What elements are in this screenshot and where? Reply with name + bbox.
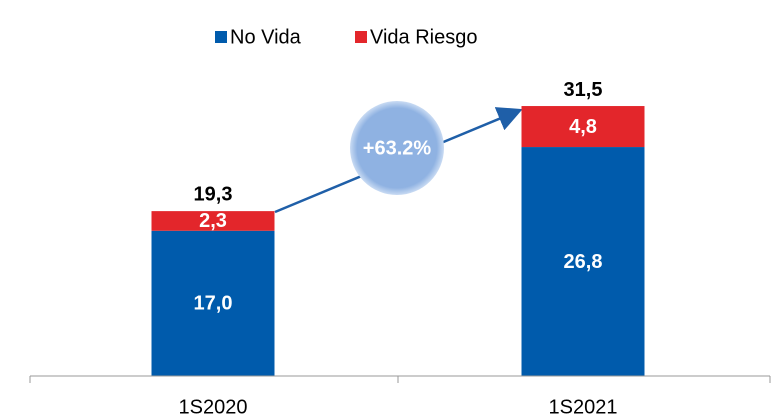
total-label: 31,5 xyxy=(564,79,603,101)
x-tick-label: 1S2020 xyxy=(179,396,248,418)
total-label: 19,3 xyxy=(194,183,233,205)
legend-swatch xyxy=(355,31,367,43)
legend-swatch xyxy=(215,31,227,43)
bar-segment xyxy=(151,211,275,231)
legend-label: No Vida xyxy=(230,26,302,48)
value-label: 17,0 xyxy=(194,293,233,315)
growth-label: +63.2% xyxy=(363,137,432,159)
x-tick-label: 1S2021 xyxy=(549,396,618,418)
bar-segment xyxy=(151,230,275,376)
bar-segment xyxy=(521,106,645,148)
legend-label: Vida Riesgo xyxy=(370,26,477,48)
value-label: 4,8 xyxy=(569,116,597,138)
value-label: 26,8 xyxy=(564,251,603,273)
bar-segment xyxy=(521,147,645,376)
value-label: 2,3 xyxy=(199,210,227,232)
growth-bubble xyxy=(350,101,444,195)
